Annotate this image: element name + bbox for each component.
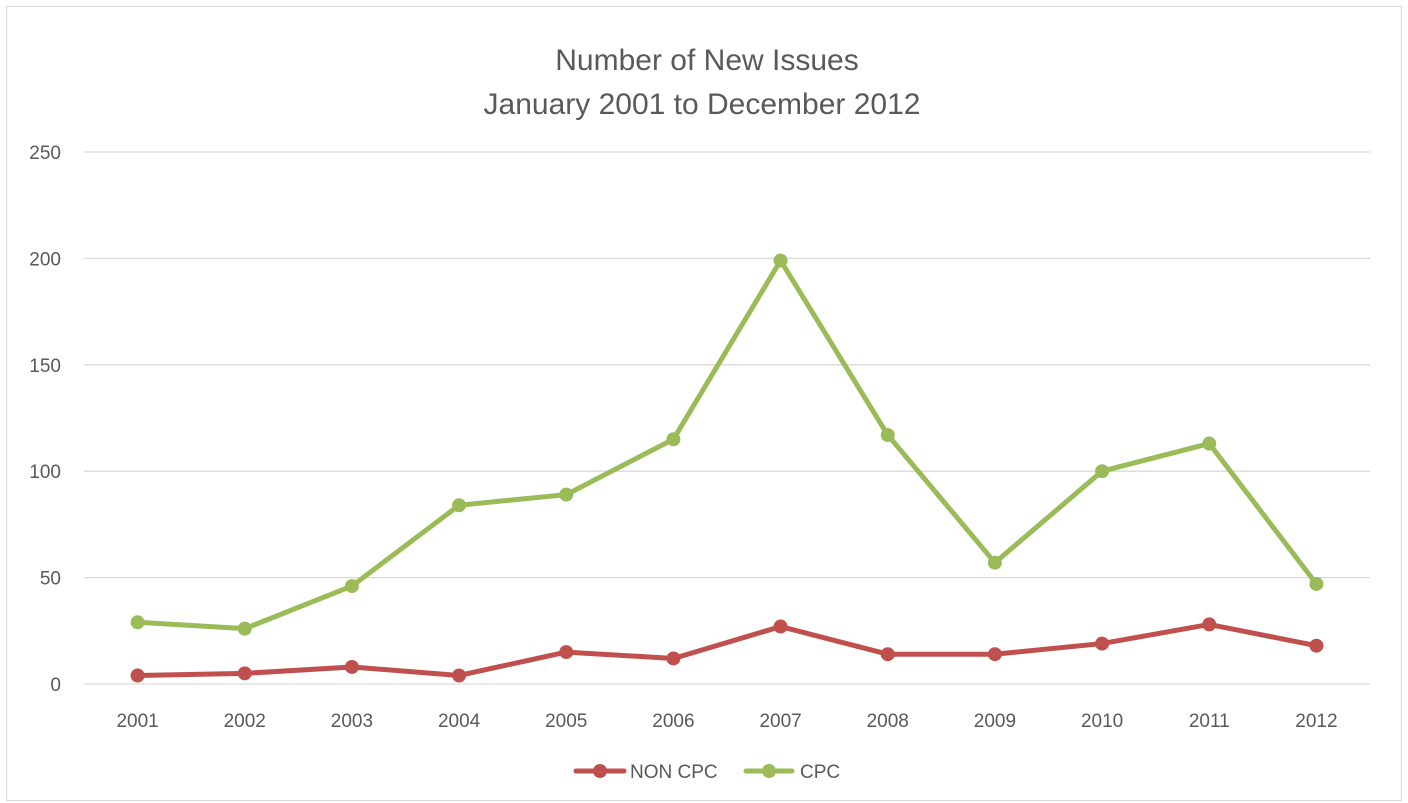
y-tick-label: 0: [50, 675, 61, 696]
data-point: [666, 651, 681, 666]
legend-item: NON CPC: [573, 762, 718, 783]
legend: NON CPC CPC: [573, 762, 840, 783]
data-point: [773, 253, 788, 268]
data-point: [130, 668, 145, 683]
data-point: [1309, 576, 1324, 591]
data-point: [1202, 436, 1217, 451]
data-point: [880, 428, 895, 443]
x-tick-label: 2006: [652, 711, 694, 732]
data-point: [987, 555, 1002, 570]
data-point: [344, 579, 359, 594]
legend-marker: [593, 764, 607, 778]
data-point: [130, 615, 145, 630]
x-tick-label: 2012: [1295, 711, 1337, 732]
series-non-cpc: [130, 617, 1324, 683]
chart-frame: [6, 6, 1402, 801]
data-point: [559, 645, 574, 660]
data-point: [1095, 636, 1110, 651]
y-tick-label: 150: [29, 356, 61, 377]
x-tick-label: 2005: [545, 711, 587, 732]
data-point: [237, 666, 252, 681]
y-axis-ticks: 0 50 100 150 200 250: [29, 143, 61, 696]
chart-title: Number of New Issues January 2001 to Dec…: [484, 44, 921, 121]
series-cpc: [130, 253, 1324, 636]
series-line: [135, 258, 1319, 632]
x-tick-label: 2001: [116, 711, 158, 732]
x-tick-label: 2009: [974, 711, 1016, 732]
data-point: [987, 647, 1002, 662]
y-tick-label: 200: [29, 249, 61, 270]
x-tick-label: 2011: [1189, 711, 1230, 732]
legend-label: NON CPC: [630, 762, 718, 783]
series-lines: [130, 253, 1324, 683]
x-axis-ticks: 2001 2002 2003 2004 2005 2006 2007 2008 2009 2010…: [116, 711, 1337, 732]
legend-marker: [762, 764, 776, 778]
data-point: [452, 668, 467, 683]
data-point: [666, 432, 681, 447]
y-tick-label: 100: [29, 462, 61, 483]
x-tick-label: 2002: [224, 711, 266, 732]
data-point: [1095, 464, 1110, 479]
series-line: [135, 621, 1319, 678]
y-tick-label: 50: [40, 569, 61, 590]
chart-title-line-2: January 2001 to December 2012: [484, 88, 921, 121]
data-point: [452, 498, 467, 513]
data-point: [559, 487, 574, 502]
data-point: [1202, 617, 1217, 632]
x-tick-label: 2007: [759, 711, 801, 732]
gridlines: [84, 151, 1370, 685]
chart-title-line-1: Number of New Issues: [555, 44, 858, 77]
legend-item: CPC: [743, 762, 840, 783]
data-point: [1309, 638, 1324, 653]
data-point: [237, 621, 252, 636]
y-tick-label: 250: [29, 143, 61, 164]
data-point: [773, 619, 788, 634]
x-tick-label: 2004: [438, 711, 481, 732]
x-tick-label: 2008: [867, 711, 909, 732]
data-point: [344, 659, 359, 674]
x-tick-label: 2010: [1081, 711, 1123, 732]
data-point: [880, 647, 895, 662]
x-tick-label: 2003: [331, 711, 373, 732]
legend-label: CPC: [800, 762, 840, 783]
